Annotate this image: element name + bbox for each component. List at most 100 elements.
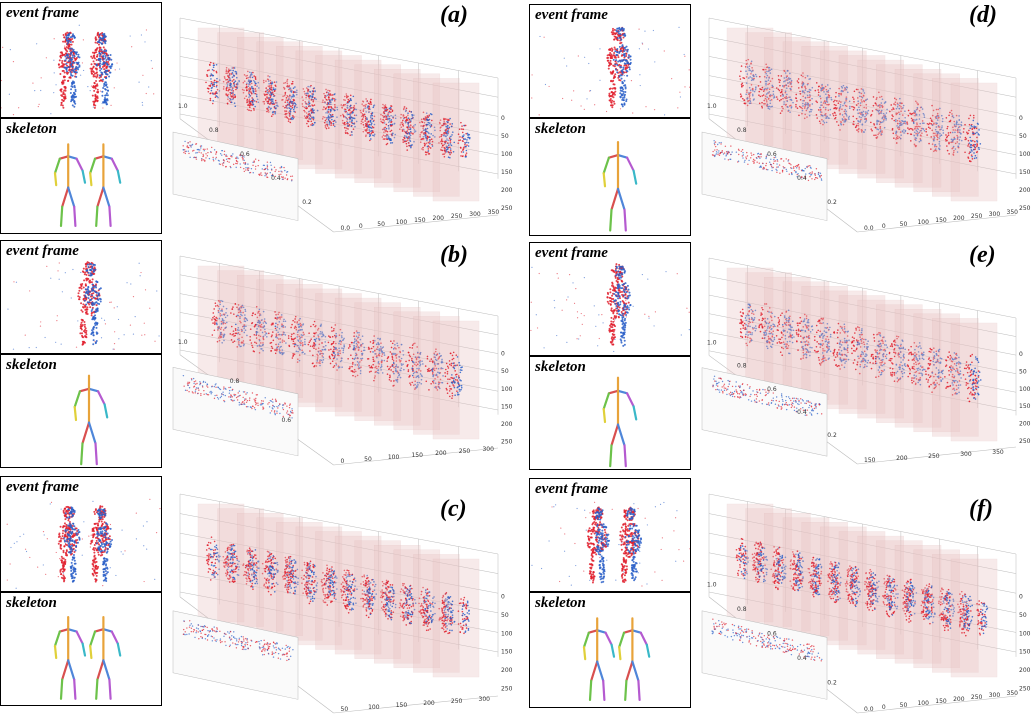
skeleton-label: skeleton: [6, 595, 57, 611]
skeleton-box: skeleton: [0, 118, 162, 234]
x-tick-label: 50: [341, 706, 349, 713]
z-tick-label: 250: [501, 685, 513, 692]
event-frame-image: [6, 498, 161, 589]
event-volume-svg: 0.0 0 50 100 150 200 250 300 350 1.0 0.8 0.6 0.4 0.2 0…: [701, 493, 1031, 714]
x-tick-label: 250: [451, 213, 463, 220]
z-tick-label: 100: [501, 630, 513, 637]
z-tick-label: 50: [501, 368, 509, 375]
z-tick-label: 150: [501, 169, 513, 176]
panel-letter: (b): [440, 242, 468, 268]
z-tick-label: 50: [1019, 368, 1027, 375]
y-tick-label: 0.4: [797, 655, 807, 662]
x-tick-label: 0: [341, 458, 345, 465]
event-frame-box: event frame: [529, 478, 691, 592]
x-tick-label: 50: [364, 456, 372, 463]
y-tick-label: 0.8: [737, 363, 747, 370]
event-frame-image: [530, 263, 690, 353]
x-tick-label: 350: [1007, 209, 1019, 216]
panel-letter: (c): [440, 496, 467, 522]
event-volume-plot: 0.0 0 50 100 150 200 250 300 350 1.0 0.8 0.6 0.4 0.2 0…: [697, 476, 1031, 721]
panel-a: event frame skeleton 0.0 0 50 100 150 200 250 3…: [0, 0, 515, 240]
z-tick-label: 250: [1019, 438, 1031, 445]
z-tick-label: 150: [1019, 169, 1031, 176]
z-tick-label: 150: [1019, 649, 1031, 656]
z-tick-label: 50: [1019, 133, 1027, 140]
x-tick-label: 250: [928, 453, 940, 460]
panel-b: event frame skeleton 0 50 100 150 200 250 300 1…: [0, 238, 515, 478]
event-volume-plot: 0 50 100 150 200 250 300 1.0 0.8 0.6 0 50 100 150 200 2…: [168, 238, 513, 473]
x-tick-label: 200: [433, 215, 445, 222]
event-frame-label: event frame: [6, 479, 79, 495]
z-tick-label: 100: [1019, 386, 1031, 393]
y-tick-label: 1.0: [707, 581, 717, 588]
y-tick-label: 0.4: [271, 175, 281, 182]
x-tick-label: 100: [388, 454, 400, 461]
z-tick-label: 150: [1019, 403, 1031, 410]
event-frame-box: event frame: [0, 476, 162, 592]
event-frame-image: [1, 24, 155, 116]
event-frame-box: event frame: [529, 242, 691, 356]
skeleton-image: [582, 617, 651, 702]
y-tick-label: 0.2: [827, 432, 837, 439]
z-tick-label: 250: [501, 205, 513, 212]
event-volume-plot: 50 100 150 200 250 300 0 50 100 150 200 250: [168, 476, 513, 721]
panel-letter: (e): [969, 242, 996, 268]
skeleton-label: skeleton: [535, 359, 586, 375]
skeleton-box: skeleton: [529, 356, 691, 470]
y-tick-label: 0.6: [282, 417, 292, 424]
z-tick-label: 100: [1019, 630, 1031, 637]
z-tick-label: 100: [1019, 151, 1031, 158]
y-tick-label: 0.8: [230, 378, 240, 385]
event-volume-plot: 0.0 0 50 100 150 200 250 300 350 1.0 0.8 0.6 0.4 0.2 0…: [697, 0, 1031, 240]
z-tick-label: 250: [1019, 685, 1031, 692]
x-tick-label: 200: [953, 696, 965, 703]
x-tick-label: 50: [900, 702, 908, 709]
panel-f: event frame skeleton 0.0 0 50 100 150 200 250 3…: [529, 476, 1031, 723]
y-tick-label: 1.0: [707, 339, 717, 346]
event-frame-image: [531, 501, 690, 587]
x-tick-label: 0.0: [341, 225, 351, 232]
x-tick-label: 300: [989, 692, 1001, 699]
z-tick-label: 150: [501, 403, 513, 410]
y-tick-label: 0.8: [737, 127, 747, 134]
y-tick-label: 0.2: [302, 199, 312, 206]
skeleton-image: [53, 616, 122, 700]
x-tick-label: 250: [459, 448, 471, 455]
event-frame-label: event frame: [535, 7, 608, 23]
event-frame-label: event frame: [6, 243, 79, 259]
z-tick-label: 0: [501, 115, 505, 122]
skeleton-image: [602, 376, 638, 468]
x-tick-label: 350: [1007, 690, 1019, 697]
y-tick-label: 0.6: [767, 630, 777, 637]
z-tick-label: 200: [501, 667, 513, 674]
skeleton-label: skeleton: [535, 595, 586, 611]
event-volume-svg: 0 50 100 150 200 250 300 1.0 0.8 0.6 0 50 100 150 200 2…: [172, 255, 513, 466]
z-tick-label: 200: [1019, 187, 1031, 194]
event-frame-box: event frame: [529, 4, 691, 118]
x-tick-label: 250: [971, 694, 983, 701]
x-tick-label: 150: [935, 698, 947, 705]
x-tick-label: 300: [479, 696, 491, 703]
y-tick-label: 0.8: [737, 606, 747, 613]
skeleton-label: skeleton: [6, 121, 57, 137]
panel-e: event frame skeleton 150 200 250 300 350 1.0 0…: [529, 240, 1031, 474]
y-tick-label: 0.4: [797, 409, 807, 416]
x-tick-label: 350: [992, 449, 1004, 456]
event-volume-svg: 50 100 150 200 250 300 0 50 100 150 200 250: [172, 493, 513, 714]
event-volume-plot: 150 200 250 300 350 1.0 0.8 0.6 0.4 0.2 0 50 100 150 2…: [697, 240, 1031, 472]
skeleton-image: [602, 140, 638, 232]
z-tick-label: 150: [501, 649, 513, 656]
event-volume-svg: 0.0 0 50 100 150 200 250 300 350 1.0 0.8 0.6 0.4 0.2 0…: [701, 17, 1031, 233]
skeleton-box: skeleton: [529, 118, 691, 236]
skeleton-box: skeleton: [0, 354, 162, 468]
z-tick-label: 200: [1019, 421, 1031, 428]
panel-letter: (f): [969, 496, 993, 522]
panel-c: event frame skeleton 50 100 150 200 250 300 0 5…: [0, 476, 515, 723]
x-tick-label: 250: [971, 213, 983, 220]
y-tick-label: 0.6: [240, 151, 250, 158]
x-tick-label: 0: [359, 223, 363, 230]
z-tick-label: 0: [1019, 115, 1023, 122]
y-tick-label: 0.6: [767, 386, 777, 393]
z-tick-label: 50: [501, 612, 509, 619]
x-tick-label: 300: [469, 211, 481, 218]
